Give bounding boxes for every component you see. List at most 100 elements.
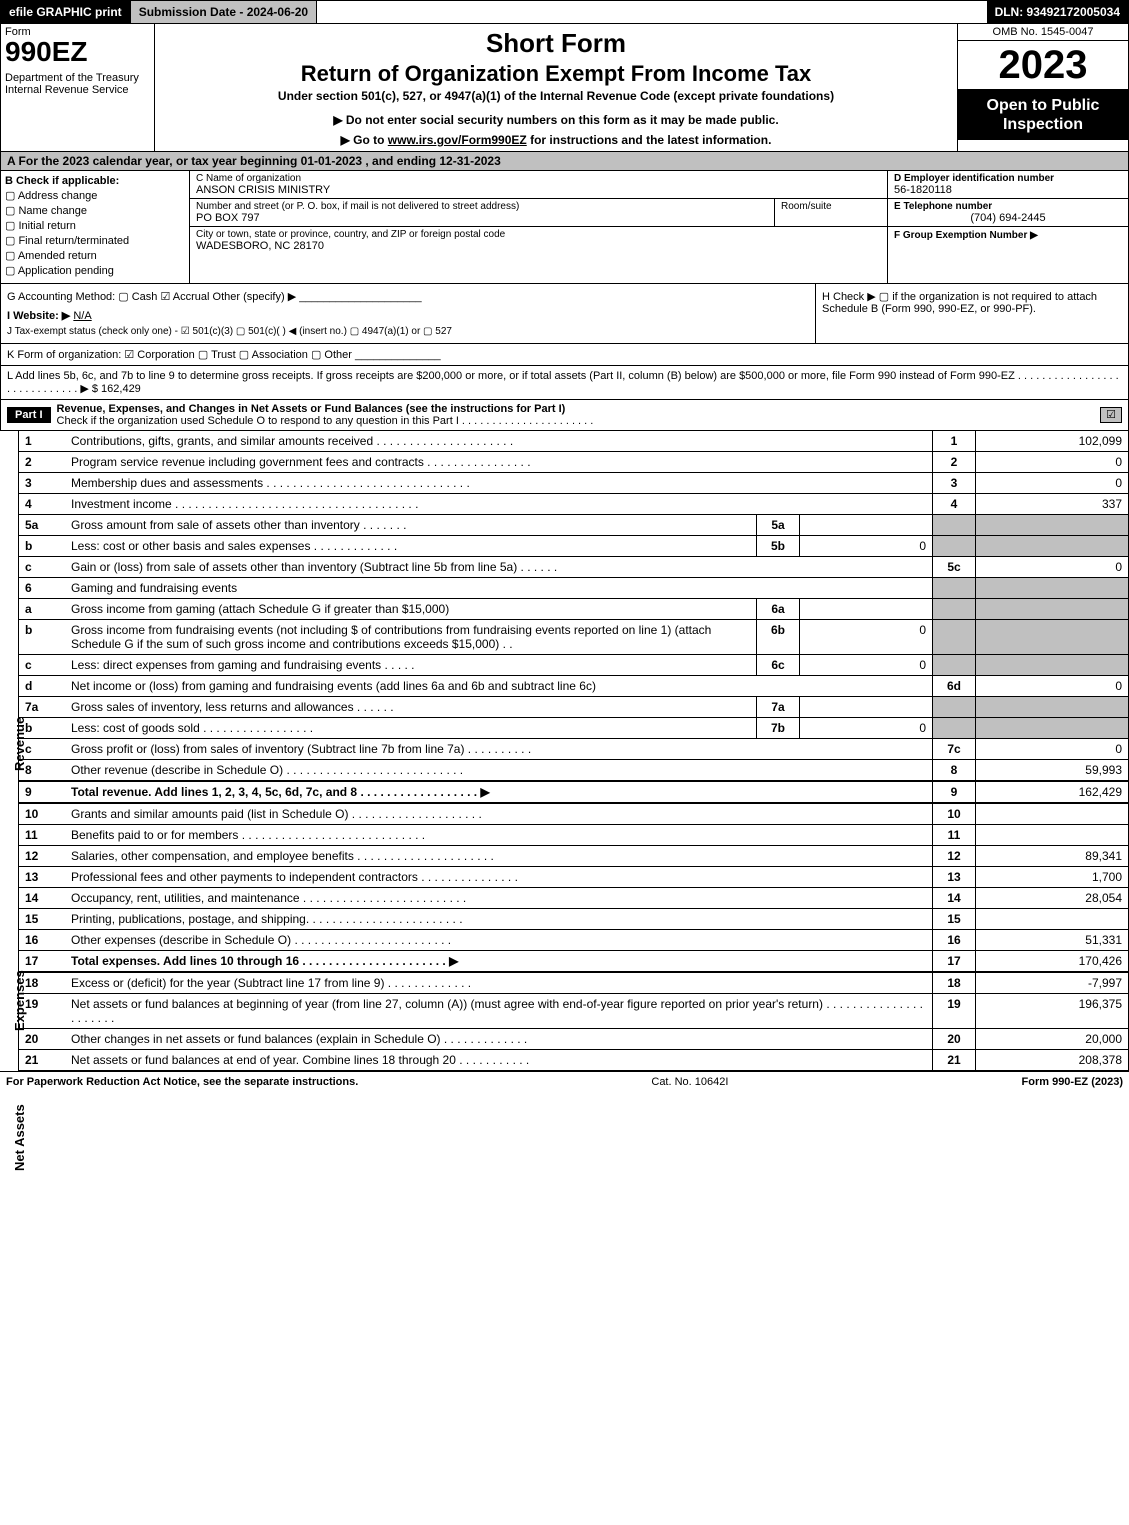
c-street-cell: Number and street (or P. O. box, if mail…	[190, 199, 775, 226]
l6d-rnum: 6d	[933, 676, 976, 697]
l20-val: 20,000	[976, 1029, 1129, 1050]
topbar-spacer	[317, 1, 986, 23]
l5c-num: c	[19, 557, 66, 578]
part1-body: Revenue Expenses Net Assets 1 Contributi…	[0, 431, 1129, 1071]
room-suite-label: Room/suite	[775, 199, 887, 226]
l6c-subval: 0	[800, 655, 933, 676]
l7b-val	[976, 718, 1129, 739]
part1-checkbox[interactable]: ☑	[1100, 407, 1122, 423]
chk-name-change[interactable]: Name change	[5, 204, 185, 217]
c-street-label: Number and street (or P. O. box, if mail…	[196, 201, 768, 212]
line-6c: c Less: direct expenses from gaming and …	[19, 655, 1129, 676]
l13-rnum: 13	[933, 867, 976, 888]
l10-rnum: 10	[933, 803, 976, 825]
l7a-rnum	[933, 697, 976, 718]
j-tax-exempt-status: J Tax-exempt status (check only one) - ☑…	[7, 326, 809, 337]
l6a-num: a	[19, 599, 66, 620]
side-netassets: Net Assets	[12, 1104, 27, 1171]
l18-rnum: 18	[933, 972, 976, 994]
line-5b: b Less: cost or other basis and sales ex…	[19, 536, 1129, 557]
l14-desc: Occupancy, rent, utilities, and maintena…	[65, 888, 933, 909]
top-bar: efile GRAPHIC print Submission Date - 20…	[0, 0, 1129, 24]
chk-application-pending[interactable]: Application pending	[5, 264, 185, 277]
tax-year: 2023	[958, 41, 1128, 90]
chk-amended-return[interactable]: Amended return	[5, 249, 185, 262]
line-7c: c Gross profit or (loss) from sales of i…	[19, 739, 1129, 760]
l5a-num: 5a	[19, 515, 66, 536]
section-b: B Check if applicable: Address change Na…	[1, 171, 190, 283]
l10-num: 10	[19, 803, 66, 825]
l19-val: 196,375	[976, 994, 1129, 1029]
l13-val: 1,700	[976, 867, 1129, 888]
l17-rnum: 17	[933, 951, 976, 973]
part1-header-row: Part I Revenue, Expenses, and Changes in…	[0, 400, 1129, 431]
e-tel-label: E Telephone number	[894, 201, 1122, 212]
l3-desc: Membership dues and assessments . . . . …	[65, 473, 933, 494]
l6c-rnum	[933, 655, 976, 676]
line-6b: b Gross income from fundraising events (…	[19, 620, 1129, 655]
org-name: ANSON CRISIS MINISTRY	[196, 184, 881, 196]
header-center: Short Form Return of Organization Exempt…	[155, 24, 957, 151]
l6b-num: b	[19, 620, 66, 655]
l11-desc: Benefits paid to or for members . . . . …	[65, 825, 933, 846]
k-form-of-org: K Form of organization: ☑ Corporation ▢ …	[0, 344, 1129, 366]
l6c-val	[976, 655, 1129, 676]
l6c-desc: Less: direct expenses from gaming and fu…	[65, 655, 757, 676]
l5a-subval	[800, 515, 933, 536]
line-17: 17 Total expenses. Add lines 10 through …	[19, 951, 1129, 973]
l10-desc: Grants and similar amounts paid (list in…	[65, 803, 933, 825]
header-left: Form 990EZ Department of the Treasury In…	[1, 24, 155, 151]
chk-initial-return[interactable]: Initial return	[5, 219, 185, 232]
f-group-cell: F Group Exemption Number ▶	[888, 227, 1128, 243]
l5a-desc: Gross amount from sale of assets other t…	[65, 515, 757, 536]
l6a-desc: Gross income from gaming (attach Schedul…	[65, 599, 757, 620]
side-expenses: Expenses	[12, 970, 27, 1031]
l21-rnum: 21	[933, 1050, 976, 1071]
l5c-val: 0	[976, 557, 1129, 578]
l6d-val: 0	[976, 676, 1129, 697]
chk-final-return[interactable]: Final return/terminated	[5, 234, 185, 247]
l7b-subval: 0	[800, 718, 933, 739]
e-tel-cell: E Telephone number (704) 694-2445	[888, 199, 1128, 227]
l14-val: 28,054	[976, 888, 1129, 909]
l6a-rnum	[933, 599, 976, 620]
l4-val: 337	[976, 494, 1129, 515]
l3-val: 0	[976, 473, 1129, 494]
footer-right: Form 990-EZ (2023)	[1022, 1076, 1123, 1088]
l4-desc: Investment income . . . . . . . . . . . …	[65, 494, 933, 515]
l5b-subval: 0	[800, 536, 933, 557]
l10-val	[976, 803, 1129, 825]
line-20: 20 Other changes in net assets or fund b…	[19, 1029, 1129, 1050]
l16-desc: Other expenses (describe in Schedule O) …	[65, 930, 933, 951]
l15-rnum: 15	[933, 909, 976, 930]
l16-num: 16	[19, 930, 66, 951]
l6b-sublbl: 6b	[757, 620, 800, 655]
l16-val: 51,331	[976, 930, 1129, 951]
l1-desc: Contributions, gifts, grants, and simila…	[65, 431, 933, 452]
line-6: 6 Gaming and fundraising events	[19, 578, 1129, 599]
l11-val	[976, 825, 1129, 846]
section-c: C Name of organization ANSON CRISIS MINI…	[190, 171, 887, 283]
l6b-val	[976, 620, 1129, 655]
lines-table: 1 Contributions, gifts, grants, and simi…	[18, 431, 1129, 1071]
line-6d: d Net income or (loss) from gaming and f…	[19, 676, 1129, 697]
l19-rnum: 19	[933, 994, 976, 1029]
goto-link[interactable]: www.irs.gov/Form990EZ	[388, 133, 527, 147]
l6b-rnum	[933, 620, 976, 655]
return-title: Return of Organization Exempt From Incom…	[163, 61, 949, 87]
l6-num: 6	[19, 578, 66, 599]
meta-section: B Check if applicable: Address change Na…	[0, 171, 1129, 284]
l17-num: 17	[19, 951, 66, 973]
gij-left: G Accounting Method: ▢ Cash ☑ Accrual Ot…	[1, 284, 815, 343]
form-header: Form 990EZ Department of the Treasury In…	[0, 24, 1129, 152]
line-14: 14 Occupancy, rent, utilities, and maint…	[19, 888, 1129, 909]
c-city-cell: City or town, state or province, country…	[190, 227, 887, 254]
l6d-num: d	[19, 676, 66, 697]
chk-address-change[interactable]: Address change	[5, 189, 185, 202]
l6a-sublbl: 6a	[757, 599, 800, 620]
submission-date: Submission Date - 2024-06-20	[131, 1, 317, 23]
l15-num: 15	[19, 909, 66, 930]
footer-left: For Paperwork Reduction Act Notice, see …	[6, 1076, 358, 1088]
l5c-desc: Gain or (loss) from sale of assets other…	[65, 557, 933, 578]
under-section: Under section 501(c), 527, or 4947(a)(1)…	[163, 89, 949, 103]
